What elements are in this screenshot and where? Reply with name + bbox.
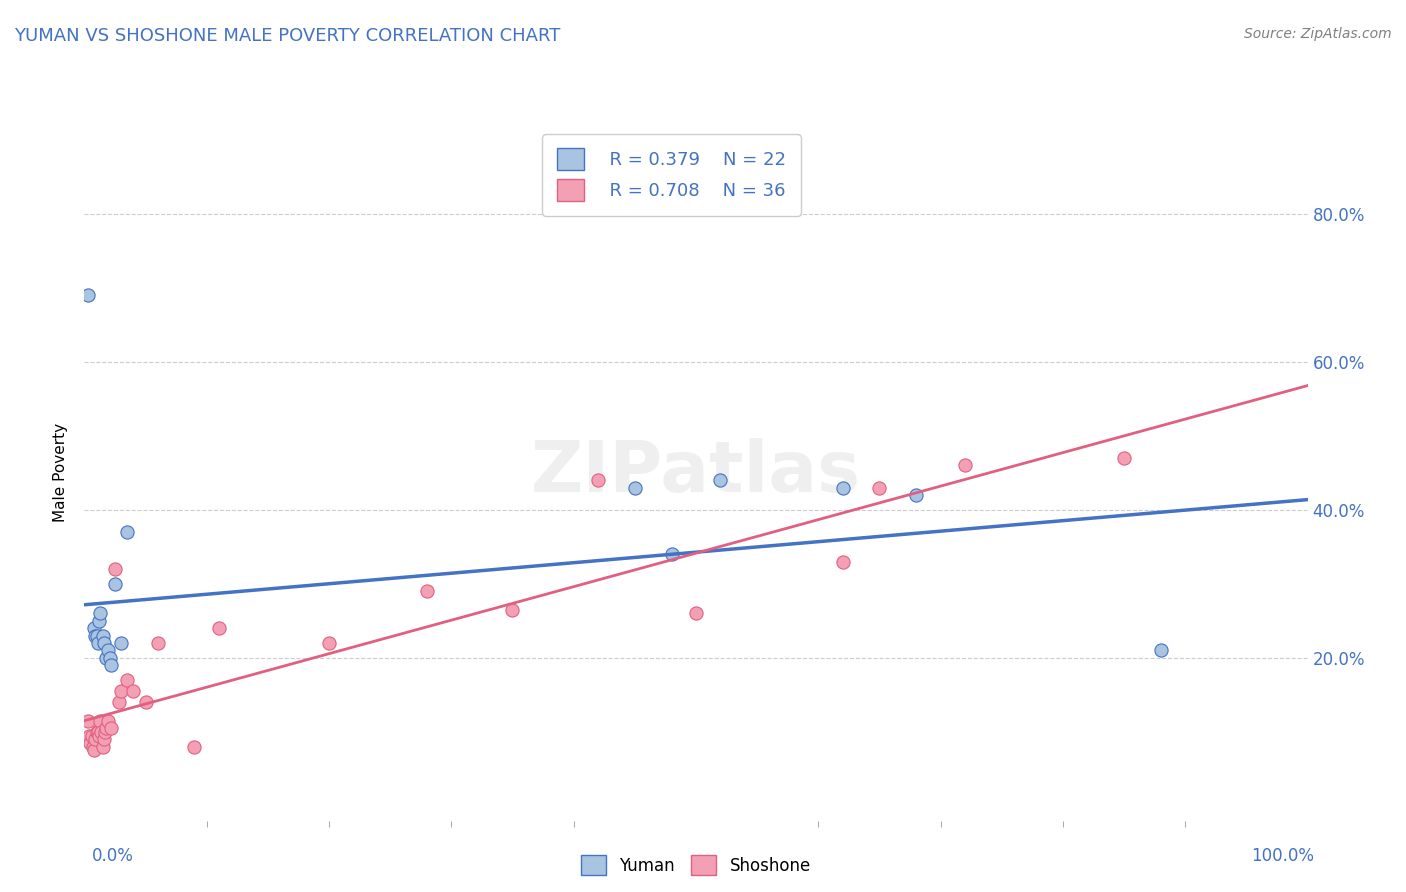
- Legend: Yuman, Shoshone: Yuman, Shoshone: [574, 848, 818, 882]
- Point: [183, 739, 205, 754]
- Point: [86, 629, 108, 643]
- Text: 0.0%: 0.0%: [91, 847, 134, 865]
- Point: [86, 724, 108, 739]
- Point: [94, 724, 117, 739]
- Point: [146, 636, 169, 650]
- Point: [110, 684, 132, 698]
- Point: [80, 729, 103, 743]
- Point: [831, 481, 853, 495]
- Point: [831, 555, 853, 569]
- Point: [318, 636, 340, 650]
- Point: [661, 547, 683, 561]
- Point: [100, 658, 122, 673]
- Point: [82, 739, 104, 754]
- Text: YUMAN VS SHOSHONE MALE POVERTY CORRELATION CHART: YUMAN VS SHOSHONE MALE POVERTY CORRELATI…: [14, 27, 561, 45]
- Point: [208, 621, 231, 635]
- Point: [624, 481, 647, 495]
- Point: [110, 636, 132, 650]
- Point: [83, 743, 105, 757]
- Point: [1114, 450, 1136, 465]
- Point: [135, 695, 157, 709]
- Point: [97, 643, 120, 657]
- Point: [416, 584, 439, 599]
- Point: [709, 473, 731, 487]
- Point: [77, 714, 100, 728]
- Point: [93, 732, 115, 747]
- Point: [685, 607, 707, 621]
- Point: [87, 614, 110, 628]
- Point: [107, 695, 129, 709]
- Point: [502, 603, 524, 617]
- Point: [1150, 643, 1173, 657]
- Point: [89, 714, 111, 728]
- Point: [96, 650, 118, 665]
- Point: [97, 714, 120, 728]
- Point: [84, 732, 107, 747]
- Point: [93, 636, 115, 650]
- Point: [77, 729, 100, 743]
- Point: [87, 636, 110, 650]
- Point: [87, 724, 110, 739]
- Point: [100, 721, 122, 735]
- Y-axis label: Male Poverty: Male Poverty: [53, 423, 69, 523]
- Point: [953, 458, 976, 473]
- Point: [91, 629, 114, 643]
- Point: [586, 473, 609, 487]
- Point: [79, 736, 101, 750]
- Point: [91, 739, 114, 754]
- Point: [83, 621, 105, 635]
- Text: 100.0%: 100.0%: [1251, 847, 1315, 865]
- Point: [89, 607, 111, 621]
- Point: [115, 673, 138, 687]
- Point: [104, 562, 127, 576]
- Point: [96, 721, 118, 735]
- Point: [77, 288, 100, 302]
- Text: ZIPatlas: ZIPatlas: [531, 438, 860, 508]
- Point: [84, 629, 107, 643]
- Point: [115, 524, 138, 539]
- Point: [122, 684, 145, 698]
- Point: [98, 650, 121, 665]
- Point: [869, 481, 891, 495]
- Text: Source: ZipAtlas.com: Source: ZipAtlas.com: [1244, 27, 1392, 41]
- Point: [905, 488, 928, 502]
- Point: [87, 729, 110, 743]
- Point: [104, 576, 127, 591]
- Point: [90, 724, 112, 739]
